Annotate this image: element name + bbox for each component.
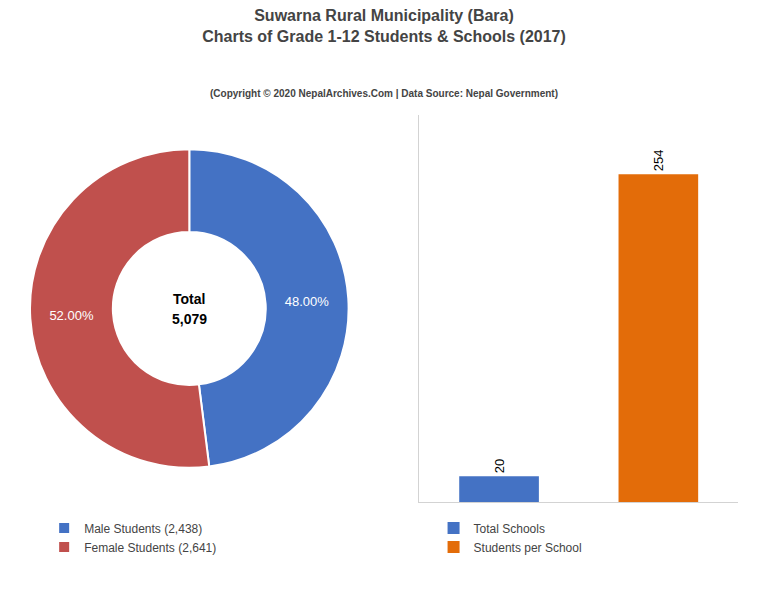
svg-text:Female Students (2,641): Female Students (2,641) <box>84 541 216 555</box>
svg-text:Total Schools: Total Schools <box>474 522 545 536</box>
svg-text:52.00%: 52.00% <box>49 308 94 323</box>
svg-text:Total: Total <box>173 291 205 307</box>
svg-text:254: 254 <box>651 150 666 172</box>
svg-text:5,079: 5,079 <box>172 311 207 327</box>
svg-text:Male Students (2,438): Male Students (2,438) <box>84 522 202 536</box>
svg-text:20: 20 <box>492 459 507 473</box>
svg-text:Students per School: Students per School <box>474 541 582 555</box>
svg-text:Suwarna Rural Municipality (Ba: Suwarna Rural Municipality (Bara)Charts … <box>202 7 566 45</box>
svg-text:(Copyright © 2020 NepalArchive: (Copyright © 2020 NepalArchives.Com | Da… <box>210 88 558 99</box>
svg-text:48.00%: 48.00% <box>285 294 330 309</box>
